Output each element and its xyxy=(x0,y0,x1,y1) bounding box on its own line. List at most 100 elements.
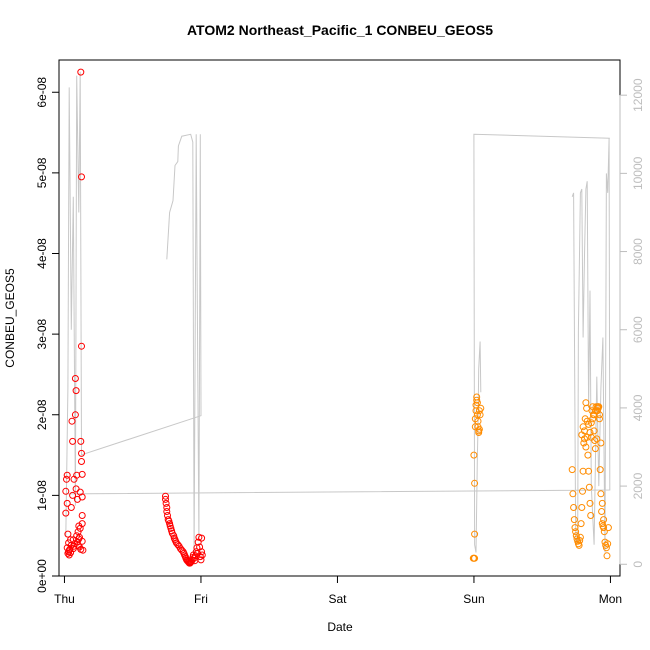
y-tick-label: 1e-08 xyxy=(35,480,49,511)
data-point-s1-52 xyxy=(78,173,85,181)
data-point-s1-25 xyxy=(71,411,79,419)
y-tick-label: 4e-08 xyxy=(35,238,49,269)
data-point-s2-49 xyxy=(587,512,595,519)
x-tick-label: Mon xyxy=(599,592,622,606)
altitude-line-2 xyxy=(473,133,610,553)
data-point-s2-74 xyxy=(604,540,612,548)
data-points xyxy=(62,68,612,567)
data-point-s1-102 xyxy=(197,556,205,564)
right-y-tick-label: 4000 xyxy=(631,394,645,421)
y-tick-label: 6e-08 xyxy=(35,77,49,108)
data-point-s1-58 xyxy=(163,508,171,515)
right-y-tick-label: 8000 xyxy=(631,238,645,265)
right-y-tick-label: 10000 xyxy=(631,156,645,190)
y-tick-label: 5e-08 xyxy=(35,157,49,188)
x-tick-label: Sat xyxy=(328,592,347,606)
data-point-s1-5 xyxy=(64,530,72,538)
x-tick-label: Thu xyxy=(54,592,75,606)
right-y-tick-label: 0 xyxy=(631,561,645,568)
data-point-s1-54 xyxy=(162,492,169,500)
x-tick-label: Fri xyxy=(194,592,208,606)
data-point-s1-51 xyxy=(78,342,85,350)
data-point-s2-73 xyxy=(603,552,611,560)
data-point-s2-90 xyxy=(596,411,603,419)
data-point-s1-105 xyxy=(198,551,206,559)
data-point-s2-27 xyxy=(572,528,580,536)
data-point-s2-72 xyxy=(602,544,610,552)
data-point-s2-33 xyxy=(576,537,584,544)
y-axis: 0e+00 1e-08 2e-08 3e-08 4e-08 5e-08 6e-08 xyxy=(35,77,60,593)
data-point-s2-85 xyxy=(590,411,598,419)
data-point-s2-54 xyxy=(590,427,598,435)
data-point-s2-68 xyxy=(600,524,608,532)
data-point-s1-103 xyxy=(198,548,206,556)
data-point-s1-1 xyxy=(62,509,70,517)
data-point-s2-69 xyxy=(600,528,608,536)
data-point-s1-2 xyxy=(63,475,70,483)
data-point-s1-47 xyxy=(78,512,86,519)
y-axis-label: CONBEU_GEOS5 xyxy=(3,268,17,368)
data-point-s2-24 xyxy=(570,504,578,511)
data-point-s2-91 xyxy=(597,439,605,447)
data-point-s2-87 xyxy=(593,435,601,443)
right-y-tick-label: 12000 xyxy=(631,78,645,112)
data-point-s1-56 xyxy=(162,499,170,507)
data-point-s1-43 xyxy=(78,449,85,457)
data-point-s2-62 xyxy=(596,415,603,423)
data-point-s1-53 xyxy=(77,68,85,76)
x-axis-label: Date xyxy=(327,620,353,634)
x-axis: Thu Fri Sat Sun Mon xyxy=(54,575,622,606)
y-tick-label: 2e-08 xyxy=(35,399,49,430)
data-point-s2-46 xyxy=(585,467,593,475)
data-point-s2-47 xyxy=(585,483,593,491)
y-tick-label: 3e-08 xyxy=(35,318,49,349)
data-point-s2-4 xyxy=(471,479,479,487)
data-point-s1-17 xyxy=(68,417,76,425)
y-tick-label: 0e+00 xyxy=(35,559,49,593)
data-point-s2-48 xyxy=(586,499,594,507)
data-point-s1-26 xyxy=(71,375,79,382)
altitude-line-0 xyxy=(65,71,202,553)
data-point-s1-18 xyxy=(69,491,77,499)
data-point-s1-50 xyxy=(79,546,87,554)
data-point-s2-88 xyxy=(594,407,601,415)
data-point-s1-4 xyxy=(63,499,71,507)
data-point-s2-25 xyxy=(570,516,578,524)
right-y-axis: 0 2000 4000 6000 8000 10000 12000 xyxy=(619,78,645,568)
data-point-s1-48 xyxy=(78,520,86,528)
data-point-s2-23 xyxy=(569,490,577,498)
data-point-s2-26 xyxy=(571,524,579,532)
data-point-s1-19 xyxy=(69,437,77,445)
data-point-s2-12 xyxy=(473,399,481,407)
data-point-s1-98 xyxy=(194,538,202,546)
right-y-tick-label: 6000 xyxy=(631,316,645,343)
data-point-s2-5 xyxy=(471,530,479,538)
x-tick-label: Sun xyxy=(463,592,484,606)
data-point-s2-81 xyxy=(585,420,593,428)
data-point-s2-84 xyxy=(589,415,597,423)
data-point-s2-86 xyxy=(591,445,599,453)
data-point-s1-0 xyxy=(62,487,70,495)
data-point-s2-22 xyxy=(568,466,576,474)
data-point-s2-3 xyxy=(470,451,478,459)
plot-frame xyxy=(58,59,621,577)
data-point-s1-55 xyxy=(162,495,169,503)
data-point-s1-27 xyxy=(72,387,80,395)
data-point-s2-21 xyxy=(477,404,485,412)
data-point-s1-57 xyxy=(163,504,171,511)
data-point-s2-2 xyxy=(471,554,479,562)
data-point-s1-15 xyxy=(67,504,75,511)
data-point-s2-17 xyxy=(475,429,483,436)
data-point-s1-42 xyxy=(77,437,85,445)
data-point-s2-63 xyxy=(596,466,604,474)
data-point-s2-18 xyxy=(475,425,483,433)
data-point-s2-35 xyxy=(577,520,585,528)
data-point-s2-45 xyxy=(584,451,592,459)
data-point-s1-101 xyxy=(196,553,204,561)
data-point-s2-89 xyxy=(594,403,602,411)
altitude-line-1 xyxy=(67,138,611,553)
data-point-s1-3 xyxy=(63,471,71,479)
right-y-tick-label: 2000 xyxy=(631,472,645,499)
data-point-s2-92 xyxy=(598,499,606,507)
